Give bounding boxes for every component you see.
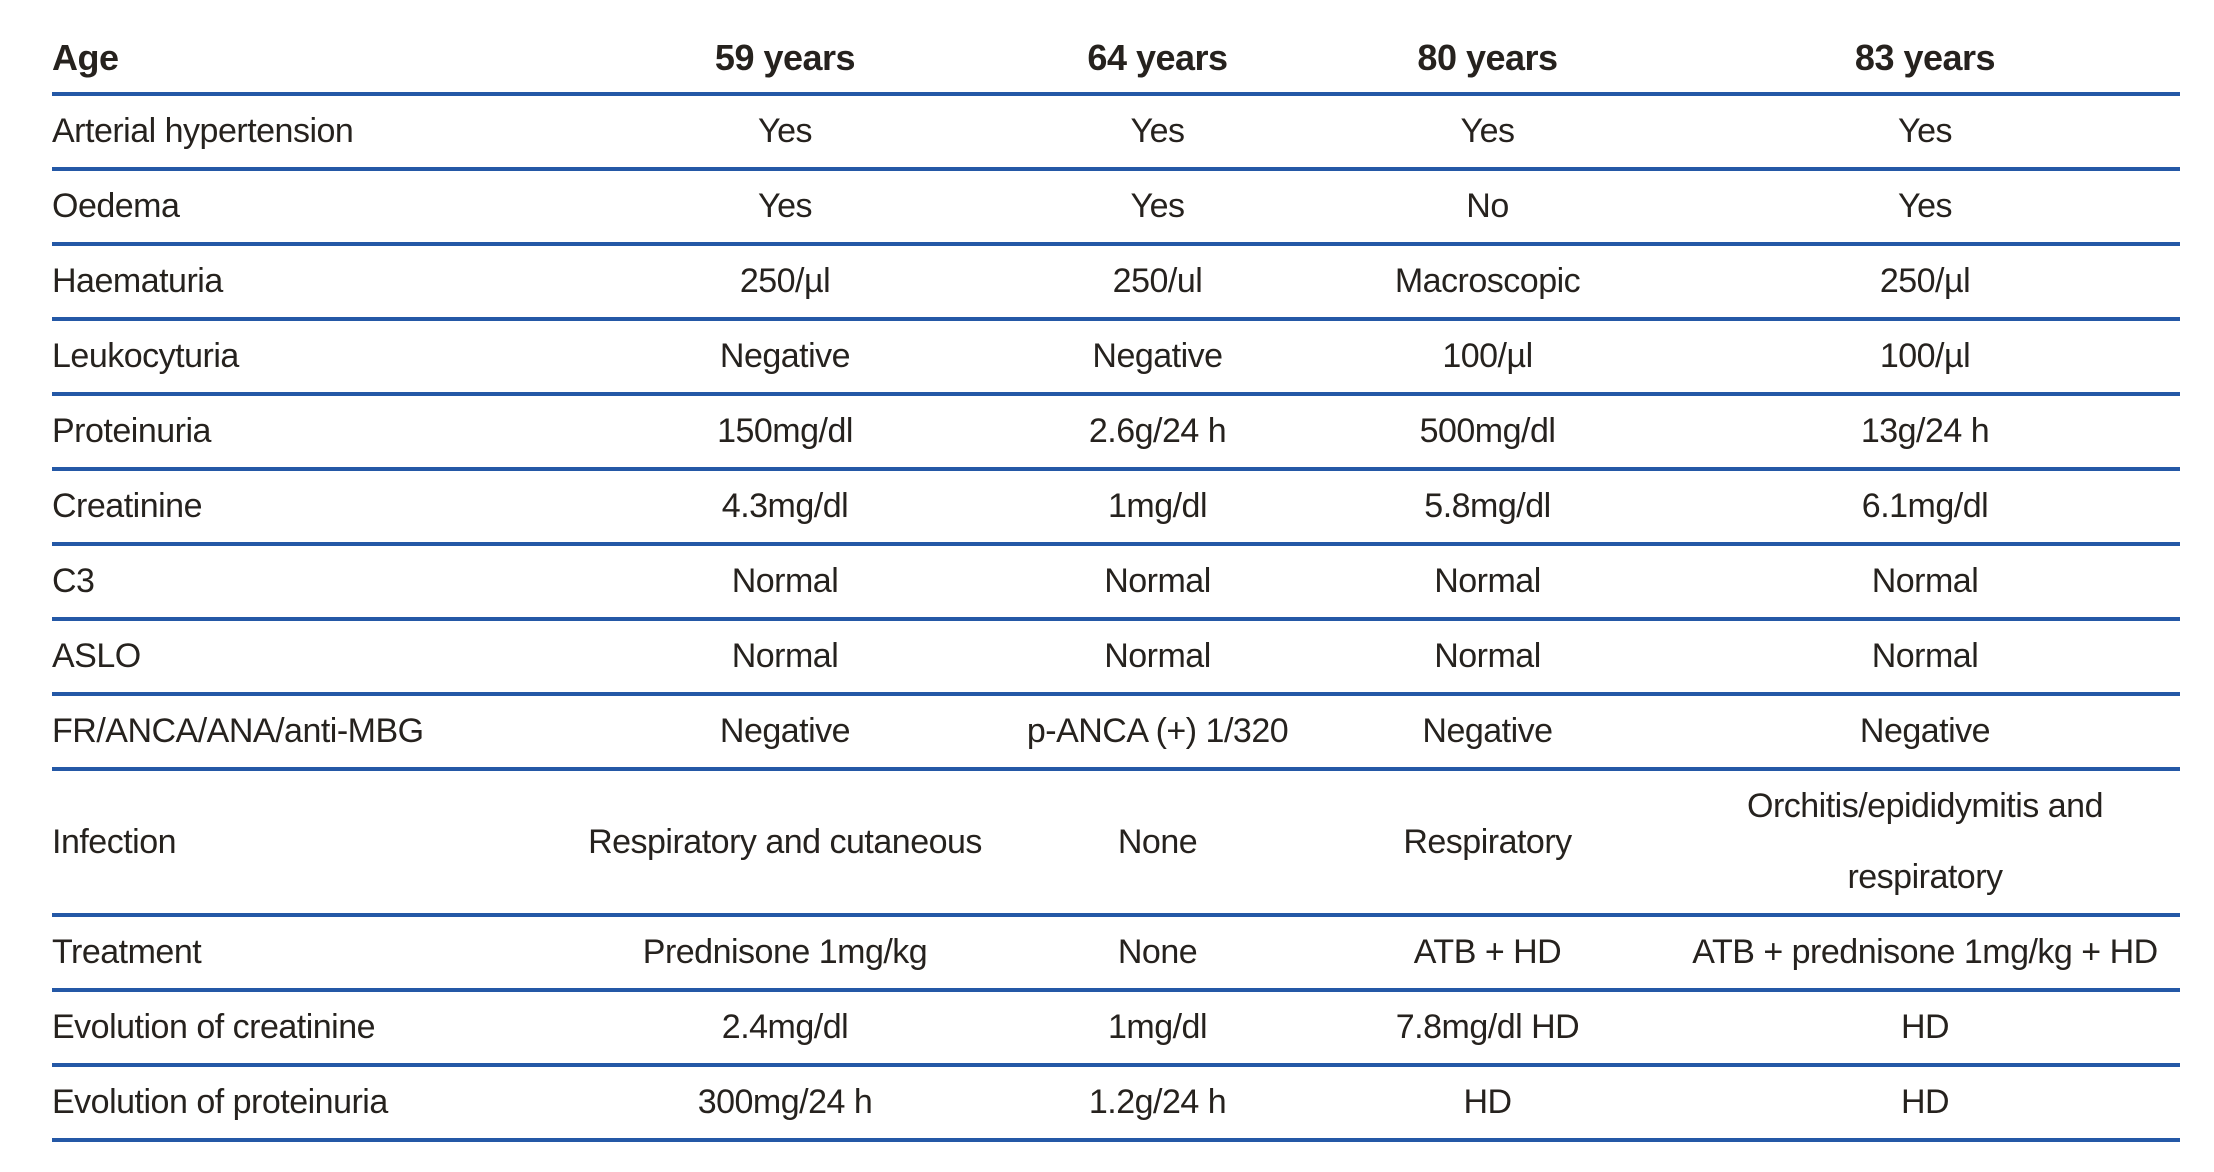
table-row: Leukocyturia Negative Negative 100/µl 100/µl [52,319,2180,396]
table-header: Age 59 years 64 years 80 years 83 years [52,24,2180,96]
table-row: Treatment Prednisone 1mg/kg None ATB + HD AT… [52,915,2180,992]
cell-value: 1mg/dl [1010,990,1305,1067]
table-row: Infection Respiratory and cutaneous None Re… [52,769,2180,917]
row-label: Haematuria [52,244,560,321]
cell-value: Yes [1010,169,1305,246]
cell-value: Negative [560,694,1010,771]
cell-value: Yes [1670,169,2180,246]
cell-value: Normal [1010,544,1305,621]
case-comparison-table: Age 59 years 64 years 80 years 83 years … [52,24,2180,1142]
row-label: Evolution of proteinuria [52,1065,560,1142]
cell-value: Prednisone 1mg/kg [560,915,1010,992]
cell-value: Yes [1010,94,1305,171]
cell-value: 250/µl [1670,244,2180,321]
table-row: Proteinuria 150mg/dl 2.6g/24 h 500mg/dl 13g/… [52,394,2180,471]
cell-value: 1mg/dl [1010,469,1305,546]
header-col-83-years: 83 years [1670,24,2180,96]
cell-value: Normal [1670,544,2180,621]
table-row: C3 Normal Normal Normal Normal [52,544,2180,621]
table-row: Creatinine 4.3mg/dl 1mg/dl 5.8mg/dl 6.1mg/dl [52,469,2180,546]
cell-value: None [1010,915,1305,992]
cell-value: Negative [1010,319,1305,396]
cell-value: 2.4mg/dl [560,990,1010,1067]
table-row: Evolution of creatinine 2.4mg/dl 1mg/dl 7.8… [52,990,2180,1067]
header-col-59-years: 59 years [560,24,1010,96]
row-label: Oedema [52,169,560,246]
row-label: Infection [52,769,560,917]
cell-value: Normal [1010,619,1305,696]
row-label: Treatment [52,915,560,992]
cell-value: Orchitis/epididymitis and respiratory [1670,769,2180,917]
cell-value: 4.3mg/dl [560,469,1010,546]
cell-value: HD [1670,990,2180,1067]
cell-value: Normal [560,544,1010,621]
cell-value: HD [1305,1065,1670,1142]
cell-value: ATB + HD [1305,915,1670,992]
cell-value: Negative [560,319,1010,396]
cell-value: 100/µl [1305,319,1670,396]
header-row: Age 59 years 64 years 80 years 83 years [52,24,2180,96]
cell-value: Normal [560,619,1010,696]
cell-value: 2.6g/24 h [1010,394,1305,471]
header-col-80-years: 80 years [1305,24,1670,96]
row-label: Creatinine [52,469,560,546]
row-label: C3 [52,544,560,621]
cell-value: Respiratory and cutaneous [560,769,1010,917]
row-label: ASLO [52,619,560,696]
cell-value: Yes [560,94,1010,171]
cell-value: p-ANCA (+) 1/320 [1010,694,1305,771]
cell-value: HD [1670,1065,2180,1142]
header-age-label: Age [52,24,560,96]
row-label: Proteinuria [52,394,560,471]
table-row: Arterial hypertension Yes Yes Yes Yes [52,94,2180,171]
table-body: Arterial hypertension Yes Yes Yes Yes Oedema Y… [52,94,2180,1142]
cell-value: 250/ul [1010,244,1305,321]
cell-value: No [1305,169,1670,246]
cell-value: 6.1mg/dl [1670,469,2180,546]
cell-value: Negative [1670,694,2180,771]
cell-value: Respiratory [1305,769,1670,917]
cell-value: Negative [1305,694,1670,771]
cell-value: 300mg/24 h [560,1065,1010,1142]
cell-value: Yes [1670,94,2180,171]
cell-value: 500mg/dl [1305,394,1670,471]
cell-value: Normal [1305,544,1670,621]
table-row: Haematuria 250/µl 250/ul Macroscopic 250/µl [52,244,2180,321]
cell-value: 100/µl [1670,319,2180,396]
table-row: Oedema Yes Yes No Yes [52,169,2180,246]
cell-value: Macroscopic [1305,244,1670,321]
table-row: Evolution of proteinuria 300mg/24 h 1.2g/2… [52,1065,2180,1142]
table-row: FR/ANCA/ANA/anti-MBG Negative p-ANCA (+) 1… [52,694,2180,771]
cell-value: 250/µl [560,244,1010,321]
cell-value: Normal [1305,619,1670,696]
row-label: Leukocyturia [52,319,560,396]
cell-value: 1.2g/24 h [1010,1065,1305,1142]
cell-value: Yes [1305,94,1670,171]
row-label: FR/ANCA/ANA/anti-MBG [52,694,560,771]
cell-value: ATB + prednisone 1mg/kg + HD [1670,915,2180,992]
cell-value: 13g/24 h [1670,394,2180,471]
table-row: ASLO Normal Normal Normal Normal [52,619,2180,696]
cell-value: Normal [1670,619,2180,696]
cell-value: None [1010,769,1305,917]
cell-value: 7.8mg/dl HD [1305,990,1670,1067]
case-comparison-table-container: Age 59 years 64 years 80 years 83 years … [52,24,2180,1142]
header-col-64-years: 64 years [1010,24,1305,96]
row-label: Arterial hypertension [52,94,560,171]
cell-value: Yes [560,169,1010,246]
cell-value: 5.8mg/dl [1305,469,1670,546]
row-label: Evolution of creatinine [52,990,560,1067]
cell-value: 150mg/dl [560,394,1010,471]
